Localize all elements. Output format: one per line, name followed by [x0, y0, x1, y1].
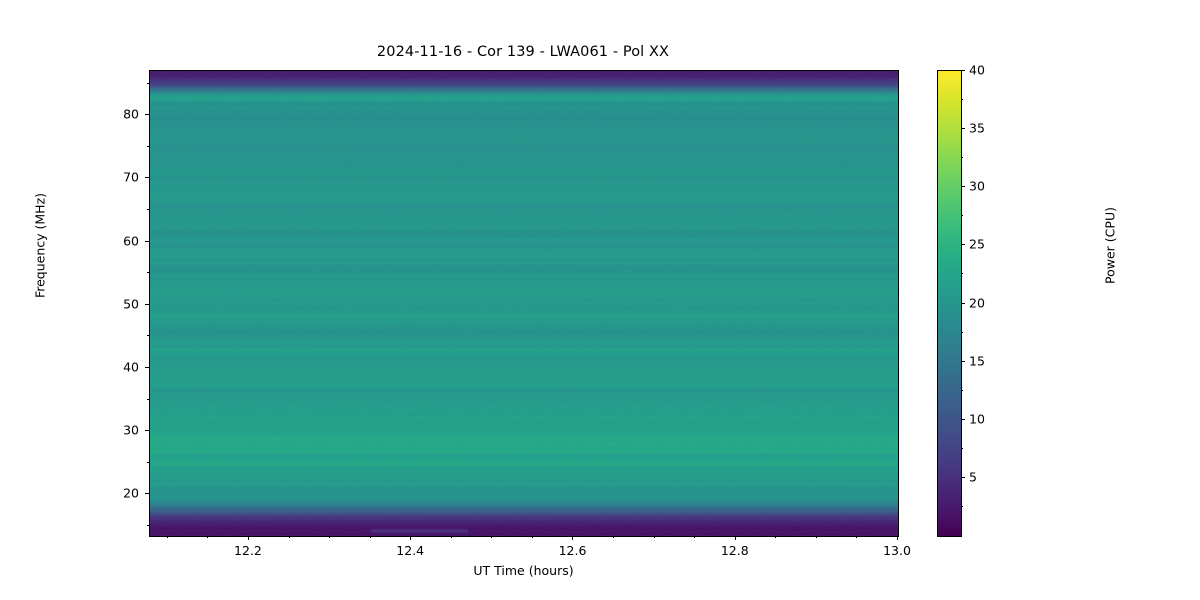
y-tick-minor [147, 145, 149, 147]
x-tick-minor [207, 536, 209, 538]
y-tick-label: 30 [123, 422, 139, 438]
colorbar-tick-label: 15 [969, 353, 985, 369]
y-tick-label: 20 [123, 485, 139, 501]
colorbar-tick-mark [961, 302, 965, 304]
x-tick-minor [329, 536, 331, 538]
colorbar-tick-label: 40 [969, 62, 985, 78]
colorbar-tick-minor [961, 447, 963, 449]
x-tick-label: 12.6 [558, 543, 587, 558]
x-tick-minor [288, 536, 290, 538]
y-tick-label: 40 [123, 359, 139, 375]
x-tick-minor [491, 536, 493, 538]
y-tick-minor [147, 398, 149, 400]
x-tick-mark [572, 536, 574, 540]
x-tick-minor [369, 536, 371, 538]
y-tick-mark [145, 177, 149, 179]
colorbar-tick-mark [961, 360, 965, 362]
x-tick-minor [775, 536, 777, 538]
colorbar-gradient [938, 71, 961, 536]
x-tick-minor [815, 536, 817, 538]
colorbar-tick-label: 25 [969, 236, 985, 252]
x-tick-minor [531, 536, 533, 538]
colorbar-tick-label: 20 [969, 295, 985, 310]
y-tick-label: 60 [123, 233, 139, 249]
x-axis-label: UT Time (hours) [473, 563, 574, 578]
colorbar [937, 70, 962, 537]
y-tick-mark [145, 240, 149, 242]
colorbar-tick-mark [961, 418, 965, 420]
y-tick-minor [147, 461, 149, 463]
y-tick-label: 50 [123, 296, 139, 312]
colorbar-tick-mark [961, 476, 965, 478]
x-tick-mark [734, 536, 736, 540]
colorbar-tick-minor [961, 389, 963, 391]
y-tick-mark [145, 303, 149, 305]
y-tick-minor [147, 335, 149, 337]
page-title: 2024-11-16 - Cor 139 - LWA061 - Pol XX [376, 44, 670, 60]
y-tick-minor [147, 524, 149, 526]
y-tick-mark [145, 493, 149, 495]
x-tick-minor [653, 536, 655, 538]
x-tick-mark [410, 536, 412, 540]
spectrogram-plot-area [149, 70, 899, 537]
colorbar-tick-minor [961, 215, 963, 217]
colorbar-tick-mark [961, 70, 965, 71]
x-tick-minor [694, 536, 696, 538]
x-tick-minor [613, 536, 615, 538]
y-tick-minor [147, 82, 149, 84]
colorbar-label: Power (CPU) [1102, 207, 1118, 284]
y-tick-minor [147, 272, 149, 274]
colorbar-tick-mark [961, 128, 965, 130]
y-tick-label: 70 [123, 169, 139, 185]
y-tick-mark [145, 430, 149, 432]
x-axis-ticks: 12.2 12.4 12.6 12.8 13.0 [149, 536, 911, 566]
spectrogram-image [150, 71, 898, 536]
x-tick-label: 12.4 [396, 543, 425, 558]
x-tick-minor [856, 536, 858, 538]
colorbar-tick-minor [961, 157, 963, 159]
x-tick-mark [247, 536, 249, 540]
colorbar-ticks: 5 10 15 20 25 30 35 40 [961, 63, 1021, 536]
x-tick-label: 12.2 [234, 543, 262, 558]
colorbar-tick-label: 5 [969, 469, 977, 485]
colorbar-tick-mark [961, 186, 965, 188]
x-tick-label: 13.0 [883, 543, 911, 558]
colorbar-tick-label: 30 [969, 178, 985, 194]
colorbar-tick-minor [961, 331, 963, 333]
x-tick-label: 12.8 [720, 543, 749, 558]
colorbar-tick-label: 10 [969, 411, 985, 427]
colorbar-tick-mark [961, 244, 965, 246]
y-tick-minor [147, 208, 149, 210]
x-tick-minor [166, 536, 168, 538]
y-tick-mark [145, 366, 149, 368]
colorbar-tick-minor [961, 505, 963, 507]
x-tick-mark [897, 536, 898, 540]
colorbar-tick-minor [961, 273, 963, 275]
x-tick-minor [450, 536, 452, 538]
y-axis-ticks: 20 30 40 50 60 70 80 [0, 70, 149, 536]
colorbar-tick-minor [961, 99, 963, 101]
colorbar-tick-label: 35 [969, 120, 985, 136]
y-axis-label: Frequency (MHz) [32, 192, 48, 299]
y-tick-mark [145, 114, 149, 116]
y-tick-label: 80 [123, 106, 139, 122]
